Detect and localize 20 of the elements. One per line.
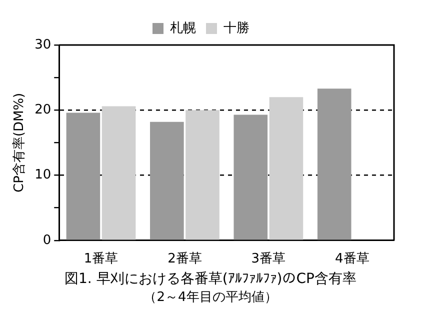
bar (234, 114, 268, 240)
y-tick-label: 20 (34, 102, 52, 118)
bar (269, 97, 304, 240)
y-axis-title: CP含有率(DM%) (11, 92, 28, 193)
y-tick-label: 0 (42, 232, 52, 248)
bar (317, 88, 352, 240)
bar (66, 112, 100, 240)
x-tick-label: 2番草 (168, 252, 202, 267)
text: （2～4年目の平均値） (142, 289, 278, 306)
bar (186, 110, 220, 240)
legend-label: 十勝 (224, 20, 250, 36)
x-tick-label: 1番草 (84, 252, 118, 267)
bar (102, 106, 136, 240)
x-tick-label: 4番草 (335, 252, 370, 267)
text: 図1. 早刈における各番草(ｱﾙﾌｧﾙﾌｧ)のCP含有率 (64, 270, 358, 288)
y-tick-label: 10 (34, 168, 52, 183)
bar (150, 122, 184, 240)
y-tick-label: 30 (34, 37, 52, 52)
x-tick-label: 3番草 (251, 252, 286, 267)
legend-label: 札幌 (170, 20, 196, 36)
